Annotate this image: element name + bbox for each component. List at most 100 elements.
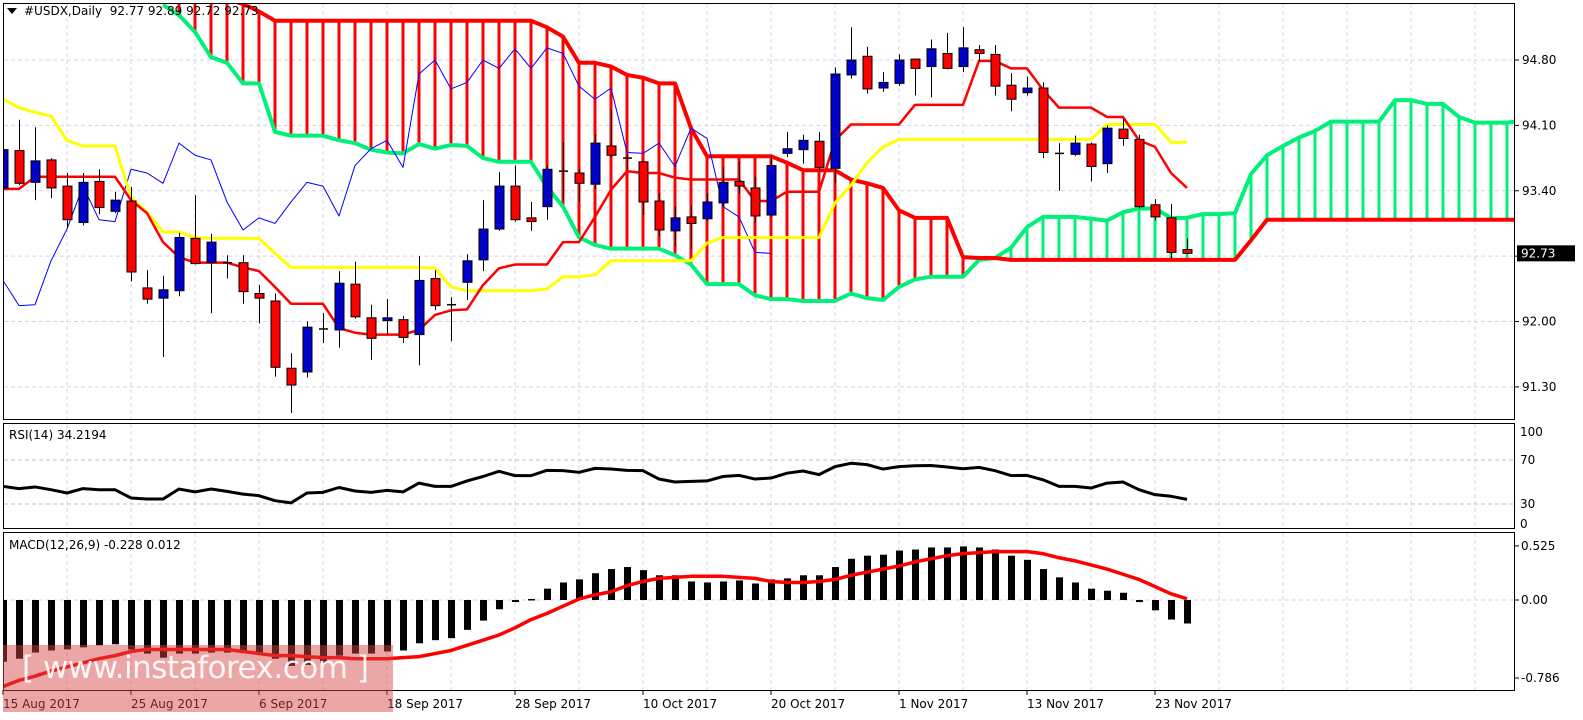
- macd-histogram-bar: [208, 600, 215, 653]
- macd-histogram-bar: [1120, 592, 1127, 600]
- watermark-text: [ www.instaforex.com ]: [22, 650, 369, 686]
- macd-histogram-bar: [784, 578, 791, 600]
- rsi-line: [4, 461, 1188, 505]
- macd-histogram-bar: [1152, 600, 1159, 611]
- candle-body: [942, 52, 953, 69]
- macd-histogram-bar: [592, 573, 599, 600]
- macd-histogram-bar: [112, 600, 119, 645]
- axes: 94.80 94.10 93.40 92.00 91.30 92.73 100 70 30 0 0.…: [2, 53, 1575, 711]
- candle-body: [174, 236, 185, 292]
- candle-body: [1102, 127, 1113, 165]
- candle-body: [1070, 142, 1081, 155]
- macd-histogram-bar: [256, 600, 263, 654]
- rsi-axis-label: 70: [1520, 453, 1535, 467]
- candle-body: [526, 217, 537, 223]
- macd-histogram-bar: [960, 546, 967, 600]
- candle-body: [334, 282, 345, 331]
- candle-body: [46, 159, 57, 189]
- candle-body: [686, 216, 697, 224]
- macd-histogram-bar: [1104, 590, 1111, 600]
- candle-body: [366, 317, 377, 339]
- candle-body: [910, 58, 921, 69]
- macd-signal-line: [4, 549, 1188, 689]
- date-label: 15 Aug 2017: [3, 697, 80, 711]
- rsi-axis-label: 0: [1520, 517, 1528, 531]
- macd-histogram-bar: [976, 547, 983, 600]
- macd-histogram-bar: [144, 600, 151, 654]
- macd-histogram-bar: [240, 600, 247, 653]
- macd-histogram-bar: [304, 600, 311, 665]
- rsi-axis-label: 30: [1520, 497, 1535, 511]
- macd-histogram-bar: [736, 580, 743, 600]
- macd-histogram-bar: [400, 600, 407, 651]
- macd-histogram-bar: [336, 600, 343, 656]
- macd-histogram-bar: [896, 550, 903, 600]
- candle-body: [1134, 138, 1145, 208]
- candle-body: [30, 160, 41, 183]
- candle-body: [286, 367, 297, 386]
- candle-body: [766, 165, 777, 216]
- collapse-triangle-icon[interactable]: [7, 8, 17, 14]
- date-label: 6 Sep 2017: [259, 697, 327, 711]
- macd-histogram-bar: [848, 558, 855, 600]
- candle-body: [670, 217, 681, 232]
- macd-histogram-bar: [1024, 559, 1031, 600]
- candles: [4, 27, 1193, 414]
- macd-histogram-bar: [688, 581, 695, 600]
- macd-histogram-bar: [32, 600, 39, 653]
- macd-histogram-bar: [608, 569, 615, 600]
- candle-body: [270, 300, 281, 368]
- macd-histogram-bar: [496, 600, 503, 610]
- macd-histogram-bar: [576, 579, 583, 600]
- candle-body: [94, 180, 105, 209]
- date-label: 23 Nov 2017: [1155, 697, 1232, 711]
- macd-histogram-bar: [752, 583, 759, 600]
- macd-histogram-bar: [1136, 600, 1143, 603]
- ohlc-values: 92.77 92.89 92.72 92.73: [109, 4, 259, 18]
- macd-label: MACD(12,26,9) -0.228 0.012: [9, 538, 181, 552]
- candle-body: [846, 59, 857, 76]
- macd-histogram-bar: [64, 600, 71, 650]
- macd-histogram-bar: [528, 598, 535, 601]
- macd-histogram-bar: [16, 600, 23, 659]
- candle-body: [1022, 87, 1033, 94]
- macd-histogram-bar: [624, 567, 631, 600]
- candle-body: [510, 185, 521, 221]
- candle-body: [894, 59, 905, 84]
- macd-histogram-bar: [1056, 577, 1063, 600]
- candle-body: [62, 185, 73, 221]
- date-label: 20 Oct 2017: [771, 697, 845, 711]
- candle-body: [158, 289, 169, 299]
- macd-histogram-bar: [912, 549, 919, 600]
- candle-body: [1086, 143, 1097, 167]
- candle-body: [350, 283, 361, 318]
- candle-body: [990, 53, 1001, 87]
- macd-panel: [4, 546, 1514, 689]
- macd-panel-frame: [3, 532, 1515, 691]
- candle-body: [542, 168, 553, 208]
- rsi-label: RSI(14) 34.2194: [9, 428, 107, 442]
- candle-body: [974, 49, 985, 54]
- current-price-tag: [1517, 245, 1575, 262]
- macd-axis-label: 0.00: [1521, 593, 1548, 607]
- candle-body: [830, 73, 841, 169]
- main-panel-frame: [3, 3, 1515, 420]
- macd-histogram-bar: [48, 600, 55, 651]
- ichimoku-cloud: [161, 4, 1514, 303]
- candle-body: [702, 201, 713, 220]
- senkou-span-b-line: [235, 4, 1514, 262]
- macd-histogram-bar: [800, 575, 807, 600]
- candle-body: [926, 48, 937, 68]
- senkou-span-a-line: [161, 4, 1514, 303]
- macd-histogram-bar: [464, 600, 471, 630]
- macd-histogram-bar: [192, 600, 199, 654]
- macd-histogram-bar: [432, 600, 439, 641]
- candle-body: [958, 47, 969, 68]
- candle-body: [750, 187, 761, 217]
- chart-header: #USDX,Daily 92.77 92.89 92.72 92.73: [24, 4, 259, 18]
- candle-body: [4, 149, 9, 189]
- macd-histogram-bar: [4, 600, 7, 662]
- candle-body: [606, 145, 617, 156]
- macd-histogram-bar: [368, 600, 375, 654]
